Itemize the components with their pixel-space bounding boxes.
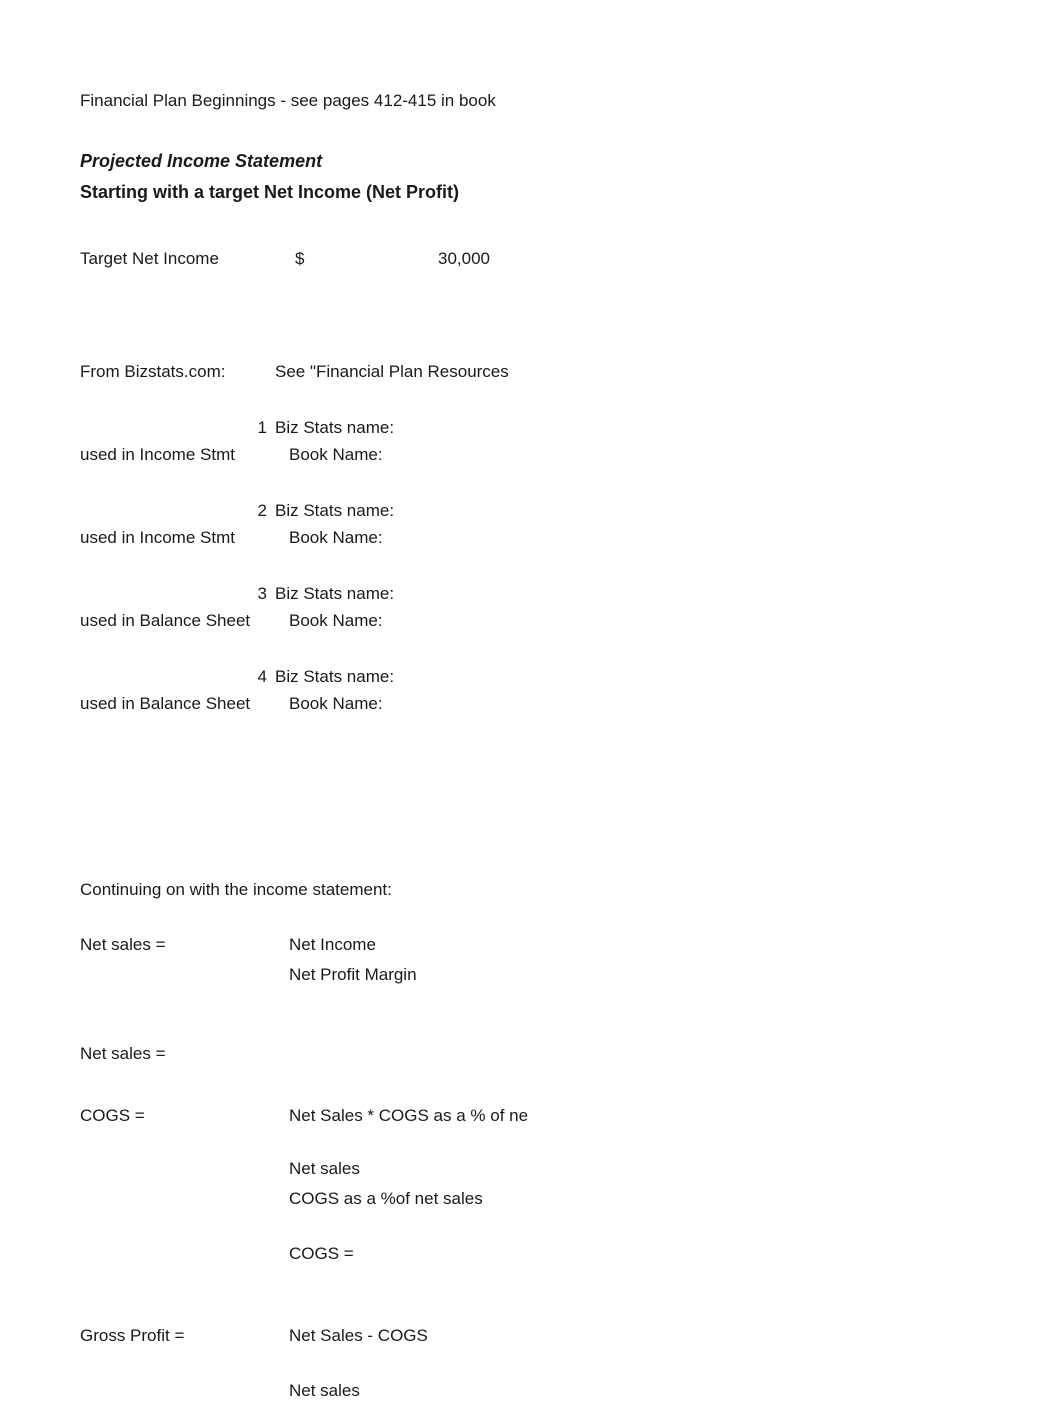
cogs-pct-row: COGS as a %of net sales [80, 1186, 982, 1212]
stat-biz: Biz Stats name: [275, 664, 394, 690]
spacer [80, 1156, 289, 1182]
continuing-text: Continuing on with the income statement: [80, 877, 982, 903]
target-row: Target Net Income $ 30,000 [80, 246, 982, 272]
cogs-result: COGS = [289, 1241, 354, 1267]
target-value: $ 30,000 [275, 246, 490, 272]
bizstats-label: From Bizstats.com: [80, 359, 275, 385]
intro-text: Financial Plan Beginnings - see pages 41… [80, 88, 982, 114]
spacer [80, 962, 289, 988]
stat-block-1: 1 Biz Stats name: used in Income Stmt Bo… [80, 415, 982, 468]
stat-used: used in Balance Sheet [80, 608, 275, 634]
stat-used: used in Income Stmt [80, 525, 275, 551]
stat-num: 3 [80, 581, 275, 607]
stat-block-2: 2 Biz Stats name: used in Income Stmt Bo… [80, 498, 982, 551]
gross-netsales: Net sales [289, 1378, 360, 1404]
heading-starting: Starting with a target Net Income (Net P… [80, 179, 982, 206]
stat-num: 4 [80, 664, 275, 690]
stat-num: 1 [80, 415, 275, 441]
stat-block-4: 4 Biz Stats name: used in Balance Sheet … [80, 664, 982, 717]
target-label: Target Net Income [80, 246, 275, 272]
stat-book: Book Name: [275, 525, 383, 551]
cogs-row: COGS = Net Sales * COGS as a % of ne [80, 1103, 982, 1129]
netsales2-label: Net sales = [80, 1041, 289, 1067]
cogs-formula: Net Sales * COGS as a % of ne [289, 1103, 528, 1129]
stat-book: Book Name: [275, 691, 383, 717]
cogs-netsales: Net sales [289, 1156, 360, 1182]
stat-num: 2 [80, 498, 275, 524]
netsales-block-2: Net sales = [80, 1041, 982, 1067]
netsales-line1: Net Income [289, 932, 376, 958]
netsales-label: Net sales = [80, 932, 289, 958]
stat-book: Book Name: [275, 442, 383, 468]
cogs-label: COGS = [80, 1103, 289, 1129]
stat-biz: Biz Stats name: [275, 498, 394, 524]
gross-row: Gross Profit = Net Sales - COGS [80, 1323, 982, 1349]
netsales-line2: Net Profit Margin [289, 962, 417, 988]
gross-formula: Net Sales - COGS [289, 1323, 428, 1349]
stat-block-3: 3 Biz Stats name: used in Balance Sheet … [80, 581, 982, 634]
heading-projected: Projected Income Statement [80, 148, 982, 175]
cogs-pct: COGS as a %of net sales [289, 1186, 483, 1212]
gross-netsales-row: Net sales [80, 1378, 982, 1404]
cogs-netsales-row: Net sales [80, 1156, 982, 1182]
stat-biz: Biz Stats name: [275, 581, 394, 607]
target-currency: $ [275, 246, 304, 272]
gross-label: Gross Profit = [80, 1323, 289, 1349]
stat-book: Book Name: [275, 608, 383, 634]
spacer [80, 1186, 289, 1212]
target-amount: 30,000 [438, 246, 490, 272]
stat-used: used in Income Stmt [80, 442, 275, 468]
stat-biz: Biz Stats name: [275, 415, 394, 441]
cogs-result-row: COGS = [80, 1241, 982, 1267]
spacer [80, 1378, 289, 1404]
bizstats-note: See "Financial Plan Resources [275, 359, 509, 385]
netsales-block-1: Net sales = Net Income Net Profit Margin [80, 932, 982, 987]
bizstats-row: From Bizstats.com: See "Financial Plan R… [80, 359, 982, 385]
spacer [80, 1241, 289, 1267]
stat-used: used in Balance Sheet [80, 691, 275, 717]
